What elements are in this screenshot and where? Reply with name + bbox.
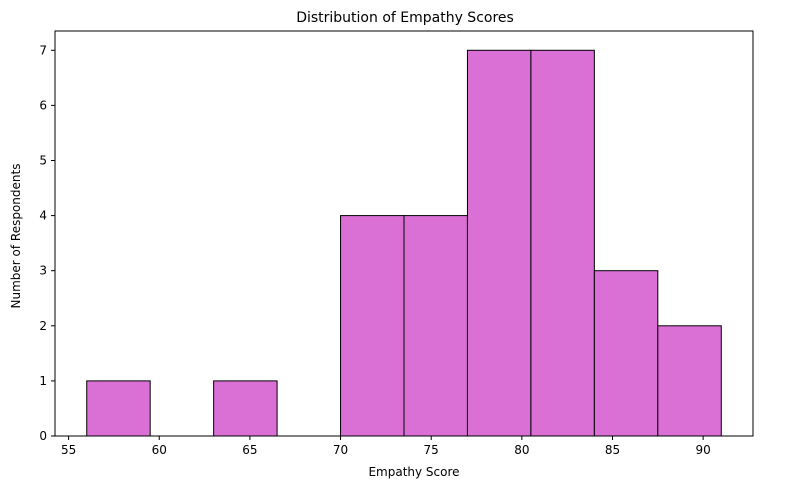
y-axis-label: Number of Respondents: [9, 164, 23, 309]
x-tick-label-0: 55: [61, 443, 76, 457]
x-tick-label-6: 85: [605, 443, 620, 457]
y-tick-label-7: 7: [39, 43, 47, 57]
y-tick-label-1: 1: [39, 374, 47, 388]
histogram-bar-8: [593, 270, 659, 437]
histogram-bar-4: [340, 215, 405, 437]
histogram-bar-6: [466, 49, 532, 437]
x-tick-label-2: 65: [242, 443, 257, 457]
y-tick-label-6: 6: [39, 98, 47, 112]
y-tick-label-0: 0: [39, 429, 47, 443]
histogram-bar-2: [213, 380, 278, 437]
x-tick-label-1: 60: [152, 443, 167, 457]
y-tick-label-4: 4: [39, 209, 47, 223]
x-tick-label-5: 80: [514, 443, 529, 457]
y-tick-label-5: 5: [39, 153, 47, 167]
y-tick-label-3: 3: [39, 264, 47, 278]
histogram-bar-7: [530, 49, 595, 437]
histogram-bar-9: [657, 325, 722, 437]
x-tick-label-4: 75: [424, 443, 439, 457]
x-axis-ticks: 55 60 65 70 75 80 85 90: [61, 436, 711, 457]
chart-title: Distribution of Empathy Scores: [296, 10, 514, 26]
histogram-bar-5: [403, 215, 468, 437]
x-axis-label: Empathy Score: [368, 465, 459, 479]
y-axis-ticks: 0 1 2 3 4 5 6 7: [39, 43, 55, 443]
plot-frame: [54, 30, 754, 437]
histogram-bar-0: [86, 380, 151, 437]
x-tick-label-3: 70: [333, 443, 348, 457]
x-tick-label-7: 90: [696, 443, 711, 457]
y-tick-label-2: 2: [39, 319, 47, 333]
bars-layer: [86, 49, 722, 437]
